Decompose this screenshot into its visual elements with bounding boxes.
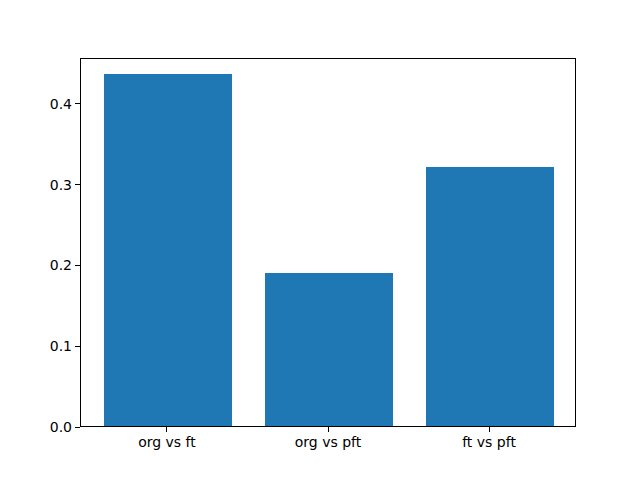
figure: 0.0 0.1 0.2 0.3 0.4 org vs ft org vs pft ft vs … [0,0,640,480]
plot-area [80,58,576,428]
bar-ft-vs-pft [426,167,555,426]
x-tick-label-ft-vs-pft: ft vs pft [419,435,559,449]
y-tick-mark [75,103,80,104]
x-tick-mark [166,427,167,432]
y-tick-label: 0.4 [28,97,72,111]
bar-org-vs-pft [265,273,394,427]
y-tick-mark [75,427,80,428]
x-tick-mark [489,427,490,432]
y-tick-mark [75,184,80,185]
y-tick-mark [75,265,80,266]
x-tick-mark [328,427,329,432]
x-tick-label-org-vs-ft: org vs ft [97,435,237,449]
y-tick-label: 0.0 [28,420,72,434]
x-tick-label-org-vs-pft: org vs pft [258,435,398,449]
y-tick-mark [75,346,80,347]
y-tick-label: 0.2 [28,258,72,272]
y-tick-label: 0.3 [28,178,72,192]
bar-org-vs-ft [104,74,233,427]
y-tick-label: 0.1 [28,339,72,353]
